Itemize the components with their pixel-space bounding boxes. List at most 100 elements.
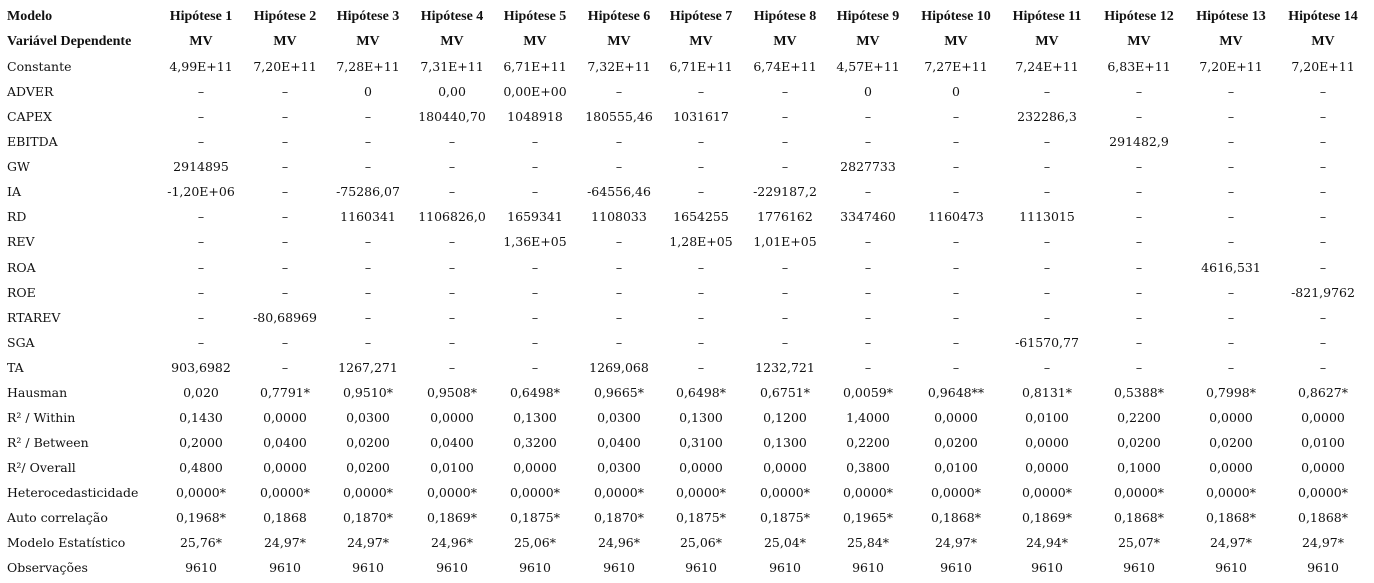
table-cell: – (1227, 334, 1235, 350)
table-cell: – (281, 109, 289, 125)
table-cell: – (697, 284, 705, 300)
table-cell: 0,0000 (934, 409, 978, 425)
table-cell: 0,1300 (679, 409, 723, 425)
table-cell: – (281, 359, 289, 375)
table-cell: – (531, 134, 539, 150)
table-cell: 0,0000* (427, 484, 477, 500)
table-cell: 7,20E+11 (1199, 59, 1263, 75)
table-cell: – (615, 284, 623, 300)
table-cell: 1659341 (507, 209, 563, 225)
table-cell: – (281, 284, 289, 300)
table-cell: – (364, 309, 372, 325)
table-cell: 7,27E+11 (924, 59, 988, 75)
table-cell: – (615, 309, 623, 325)
table-cell: – (197, 309, 205, 325)
table-cell: 1,36E+05 (503, 234, 567, 250)
table-cell: 0,7791* (260, 384, 310, 400)
column-header: Hipótese 6 (587, 9, 651, 24)
table-cell: 1031617 (673, 109, 729, 125)
table-cell: 0,3200 (513, 434, 557, 450)
table-cell: – (1227, 134, 1235, 150)
table-cell: 0,0000* (176, 484, 226, 500)
table-cell: 0,6751* (760, 384, 810, 400)
table-cell: 4,57E+11 (836, 59, 900, 75)
table-cell: – (531, 159, 539, 175)
table-cell: 9610 (603, 560, 635, 576)
table-cell: 0,1870* (343, 510, 393, 525)
table-cell: 2827733 (840, 159, 896, 175)
table-cell: 0,0000 (1025, 434, 1069, 450)
table-cell: 24,94* (1025, 535, 1069, 551)
table-cell: – (864, 234, 872, 250)
table-cell: – (1135, 109, 1143, 125)
table-cell: – (781, 309, 789, 325)
column-header: Hipótese 4 (420, 9, 484, 24)
table-cell: – (1319, 109, 1327, 125)
table-cell: 0,0000* (594, 484, 644, 500)
table-cell: 9610 (769, 560, 801, 576)
table-cell: 0,0000 (763, 459, 807, 475)
table-cell: 0,0000 (513, 459, 557, 475)
table-cell: – (615, 84, 623, 100)
column-header: Hipótese 7 (669, 9, 733, 24)
table-cell: 9610 (269, 560, 301, 576)
table-cell: 1160341 (340, 209, 396, 225)
table-cell: – (781, 334, 789, 350)
table-cell: – (364, 284, 372, 300)
row-label: SGA (7, 334, 35, 350)
table-cell: – (952, 284, 960, 300)
table-cell: 1160473 (928, 209, 984, 225)
column-header: Hipótese 5 (503, 9, 567, 24)
table-cell: -75286,07 (336, 184, 400, 200)
table-cell: 24,97* (263, 535, 307, 551)
table-cell: – (781, 259, 789, 275)
row-label: RD (7, 209, 27, 225)
row-label: R²/ Overall (7, 459, 76, 475)
table-cell: – (1319, 84, 1327, 100)
table-cell: – (364, 234, 372, 250)
table-cell: 0,3800 (846, 459, 890, 475)
table-cell: -1,20E+06 (167, 184, 235, 200)
table-cell: – (697, 84, 705, 100)
table-cell: 0,9510* (343, 384, 393, 400)
table-cell: – (864, 109, 872, 125)
column-header: Hipótese 2 (253, 9, 317, 24)
row-label: RTAREV (7, 309, 61, 325)
table-cell: – (952, 184, 960, 200)
table-cell: 0,0000 (1209, 409, 1253, 425)
table-cell: – (615, 159, 623, 175)
table-cell: – (952, 134, 960, 150)
table-cell: – (952, 234, 960, 250)
table-cell: 0,1875* (760, 510, 810, 525)
table-cell: 180555,46 (585, 109, 653, 125)
table-cell: – (615, 259, 623, 275)
table-cell: – (952, 259, 960, 275)
table-cell: 0,00E+00 (503, 84, 567, 100)
table-cell: – (697, 184, 705, 200)
table-cell: – (1043, 309, 1051, 325)
table-cell: – (1135, 84, 1143, 100)
table-cell: 1269,068 (589, 359, 649, 375)
table-cell: 1113015 (1019, 209, 1075, 225)
table-cell: 24,97* (1301, 535, 1345, 551)
table-cell: 0,1430 (179, 409, 223, 425)
table-cell: – (364, 109, 372, 125)
table-cell: 0,1868* (1298, 510, 1348, 525)
table-cell: 0,0000* (510, 484, 560, 500)
table-cell: 0,8131* (1022, 384, 1072, 400)
column-header: Hipótese 12 (1104, 9, 1174, 24)
table-cell: 0,0000* (676, 484, 726, 500)
table-cell: 0,0000 (263, 459, 307, 475)
table-cell: – (1135, 309, 1143, 325)
table-cell: -229187,2 (753, 184, 817, 200)
column-header: Hipótese 11 (1012, 9, 1082, 24)
table-cell: – (1043, 234, 1051, 250)
table-cell: – (781, 134, 789, 150)
table-cell: – (281, 184, 289, 200)
table-cell: 0,0300 (346, 409, 390, 425)
table-cell: 0,1869* (427, 510, 477, 525)
table-cell: 0,1965* (843, 510, 893, 525)
table-cell: – (531, 359, 539, 375)
table-cell: – (697, 134, 705, 150)
table-cell: 25,07* (1117, 535, 1161, 551)
